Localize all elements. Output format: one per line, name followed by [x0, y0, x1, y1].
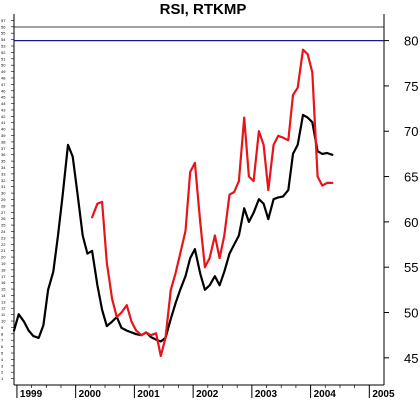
right-tick-label: 45 — [404, 351, 418, 366]
left-tick-label: 1 — [1, 376, 4, 381]
left-tick-label: 17 — [1, 274, 6, 279]
left-tick-label: 22 — [1, 242, 6, 247]
chart-title: RSI, RTKMP — [160, 1, 247, 18]
left-tick-label: 45 — [1, 95, 6, 100]
series-line-2 — [90, 48, 334, 358]
series-line-1 — [12, 113, 334, 343]
left-tick-label: 19 — [1, 261, 6, 266]
left-tick-label: 35 — [1, 159, 6, 164]
left-tick-label: 57 — [1, 18, 6, 23]
left-tick-label: 23 — [1, 235, 6, 240]
left-tick-label: 48 — [1, 75, 6, 80]
x-tick-label: 2001 — [137, 389, 160, 400]
left-tick-label: 18 — [1, 267, 6, 272]
right-tick-label: 50 — [404, 305, 418, 320]
left-tick-label: 40 — [1, 127, 6, 132]
x-tick-label: 2003 — [255, 389, 278, 400]
series-layer — [12, 48, 334, 358]
left-tick-label: 50 — [1, 63, 6, 68]
right-tick-label: 60 — [404, 215, 418, 230]
left-tick-label: 47 — [1, 82, 6, 87]
right-tick-label: 80 — [404, 34, 418, 49]
left-axis-ticks: 1234567891011121314151617181920212223242… — [1, 18, 14, 381]
left-tick-label: 46 — [1, 88, 6, 93]
left-tick-label: 13 — [1, 299, 6, 304]
x-tick-label: 1999 — [20, 389, 43, 400]
left-tick-label: 30 — [1, 191, 6, 196]
left-tick-label: 41 — [1, 120, 6, 125]
left-tick-label: 7 — [1, 338, 4, 343]
left-tick-label: 38 — [1, 139, 6, 144]
left-tick-label: 2 — [1, 370, 4, 375]
left-tick-label: 14 — [1, 293, 6, 298]
left-tick-label: 55 — [1, 31, 6, 36]
left-tick-label: 28 — [1, 203, 6, 208]
left-tick-label: 3 — [1, 363, 4, 368]
left-tick-label: 42 — [1, 114, 6, 119]
right-tick-label: 65 — [404, 170, 418, 185]
left-tick-label: 37 — [1, 146, 6, 151]
left-tick-label: 25 — [1, 223, 6, 228]
x-tick-label: 2005 — [372, 389, 395, 400]
left-tick-label: 24 — [1, 229, 6, 234]
left-tick-label: 52 — [1, 50, 6, 55]
x-tick-label: 2002 — [196, 389, 219, 400]
x-tick-label: 2004 — [314, 389, 337, 400]
left-tick-label: 44 — [1, 101, 6, 106]
left-tick-label: 20 — [1, 255, 6, 260]
left-tick-label: 11 — [1, 312, 6, 317]
left-tick-label: 39 — [1, 133, 6, 138]
left-tick-label: 12 — [1, 306, 6, 311]
left-tick-label: 6 — [1, 344, 4, 349]
left-tick-label: 49 — [1, 69, 6, 74]
left-tick-label: 36 — [1, 152, 6, 157]
left-tick-label: 8 — [1, 331, 4, 336]
left-tick-label: 51 — [1, 56, 6, 61]
left-tick-label: 56 — [1, 24, 6, 29]
left-tick-label: 26 — [1, 216, 6, 221]
left-tick-label: 10 — [1, 319, 6, 324]
x-axis-ticks: 1999 2000 2001 2002 2003 2004 2005 — [16, 385, 395, 400]
x-tick-label: 2000 — [79, 389, 102, 400]
right-tick-label: 75 — [404, 79, 418, 94]
right-tick-label: 70 — [404, 124, 418, 139]
left-tick-label: 9 — [1, 325, 4, 330]
left-tick-label: 4 — [1, 357, 4, 362]
left-tick-label: 54 — [1, 37, 6, 42]
left-tick-label: 53 — [1, 43, 6, 48]
left-tick-label: 31 — [1, 184, 6, 189]
left-tick-label: 15 — [1, 287, 6, 292]
left-tick-label: 16 — [1, 280, 6, 285]
right-axis-ticks: 45 50 55 60 65 70 75 80 — [384, 34, 418, 366]
left-tick-label: 32 — [1, 178, 6, 183]
left-tick-label: 27 — [1, 210, 6, 215]
left-tick-label: 21 — [1, 248, 6, 253]
left-tick-label: 43 — [1, 107, 6, 112]
left-tick-label: 29 — [1, 197, 6, 202]
left-tick-label: 34 — [1, 165, 6, 170]
right-tick-label: 55 — [404, 260, 418, 275]
left-tick-label: 5 — [1, 351, 4, 356]
left-tick-label: 33 — [1, 171, 6, 176]
